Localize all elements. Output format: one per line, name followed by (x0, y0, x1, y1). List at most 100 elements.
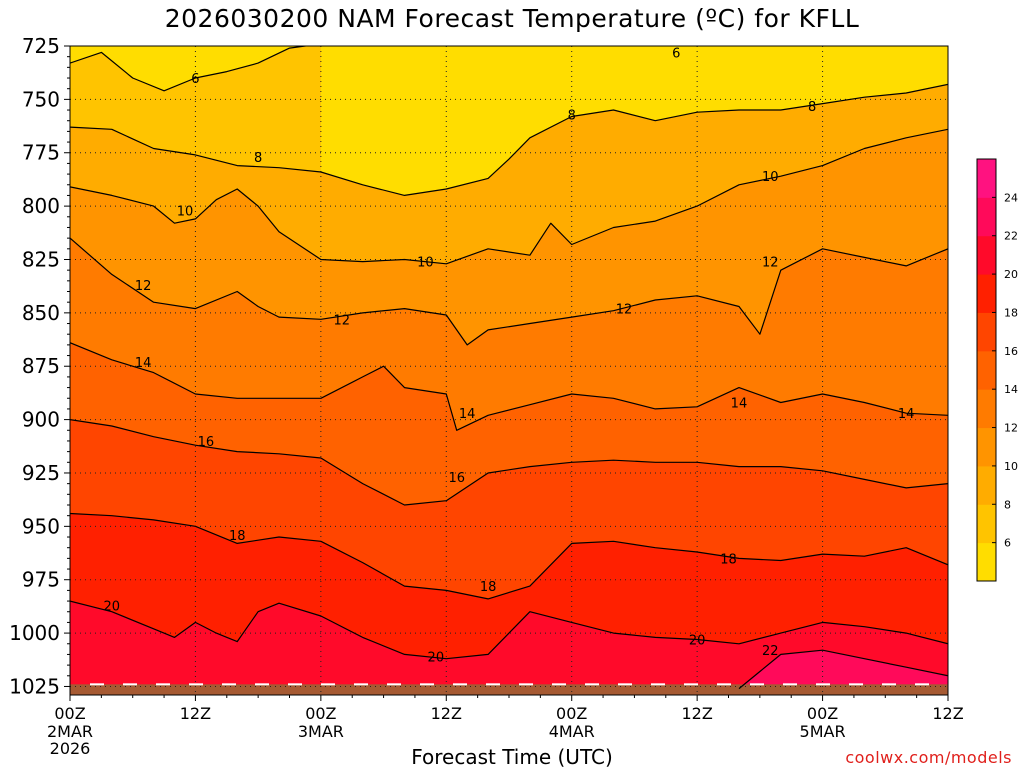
colorbar-label: 8 (1004, 498, 1011, 511)
isotherm-label: 22 (762, 644, 779, 659)
isotherm-label: 10 (177, 204, 194, 219)
ground-tick (321, 683, 335, 686)
ground-tick (123, 683, 137, 686)
y-tick-label: 800 (22, 194, 60, 218)
y-tick-label: 875 (22, 354, 60, 378)
colorbar-swatch (977, 159, 996, 198)
ground-tick (915, 683, 929, 686)
ground-tick (849, 683, 863, 686)
pressure-axis: 725 750 775 800 825 850 875 900 925 950 975 1000 102… (9, 34, 70, 698)
isotherm-label: 16 (198, 435, 215, 450)
isotherm-label: 16 (448, 471, 465, 486)
colorbar-frame (976, 158, 997, 582)
ground-tick (255, 683, 269, 686)
y-tick-label: 775 (22, 141, 60, 165)
isotherm-labels: 6 6 8 8 8 10 10 10 12 12 12 12 14 14 14 14 16 16 18 18 18 20 2… (104, 46, 915, 665)
colorbar-label: 10 (1004, 460, 1018, 473)
colorbar-swatch (977, 274, 996, 313)
colorbar-label: 22 (1004, 230, 1018, 243)
colorbar-swatch (977, 504, 996, 544)
x-tick-label: 00Z (807, 704, 838, 723)
chart-title: 2026030200 NAM Forecast Temperature (ºC)… (164, 4, 860, 33)
isotherm-14 (70, 342, 948, 431)
ground-tick (453, 683, 467, 686)
x-tick-label: 12Z (681, 704, 712, 723)
isotherm-label: 6 (672, 46, 680, 61)
ground-tick (420, 683, 434, 686)
colorbar-swatch (977, 465, 996, 505)
isotherm-label: 20 (104, 599, 121, 614)
x-tick-label: 00Z (54, 704, 85, 723)
ground-tick (750, 683, 764, 686)
isotherm-16 (70, 419, 948, 506)
colorbar-swatch (977, 350, 996, 390)
band-fill-20 (70, 601, 948, 695)
ground-tick (816, 683, 830, 686)
isotherm-8 (70, 83, 948, 196)
isotherm-label: 8 (808, 100, 816, 115)
isotherm-label: 14 (731, 397, 748, 412)
colorbar: 6 8 10 12 14 16 18 20 22 24 (976, 158, 1018, 582)
isotherm-label: 18 (720, 552, 737, 567)
isotherm-label: 14 (898, 407, 915, 422)
ground-tick (90, 683, 104, 686)
isotherm-10 (70, 128, 948, 265)
y-tick-label: 825 (22, 247, 60, 271)
y-tick-label: 1025 (9, 674, 60, 698)
colorbar-label: 24 (1004, 191, 1018, 204)
isotherm-label: 12 (333, 313, 350, 328)
x-tick-date: 5MAR (800, 722, 846, 741)
isotherm-lines (70, 46, 948, 690)
colorbar-label: 18 (1004, 306, 1018, 319)
colorbar-label: 6 (1004, 537, 1011, 550)
isotherm-18 (70, 512, 948, 600)
y-tick-label: 750 (22, 87, 60, 111)
colorbar-label: 16 (1004, 345, 1018, 358)
colorbar-swatch (977, 312, 996, 352)
x-tick-year: 2026 (50, 739, 91, 758)
x-tick-date: 3MAR (298, 722, 344, 741)
isotherm-label: 14 (135, 356, 152, 371)
y-tick-label: 975 (22, 568, 60, 592)
isotherm-label: 18 (229, 529, 246, 544)
colorbar-swatch (977, 235, 996, 275)
x-axis-label: Forecast Time (UTC) (411, 745, 613, 769)
isotherm-20 (70, 600, 948, 660)
isotherm-label: 8 (568, 108, 576, 123)
x-tick-label: 00Z (305, 704, 336, 723)
isotherm-label: 10 (762, 170, 779, 185)
x-tick-label: 12Z (180, 704, 211, 723)
isotherm-label: 20 (428, 651, 445, 666)
ground-tick (222, 683, 236, 686)
isotherm-label: 20 (689, 633, 706, 648)
colorbar-swatch (977, 197, 996, 237)
y-tick-label: 900 (22, 408, 60, 432)
x-tick-date: 2MAR (47, 722, 93, 741)
ground-tick (354, 683, 368, 686)
ground-tick (684, 683, 698, 686)
ground-fill (70, 684, 948, 695)
isotherm-12 (70, 237, 948, 346)
isotherm-6 (70, 46, 310, 92)
isotherm-label: 10 (417, 256, 434, 271)
ground-tick (189, 683, 203, 686)
ground-tick (882, 683, 896, 686)
ground-tick (585, 683, 599, 686)
ground-tick (783, 683, 797, 686)
ground-tick (651, 683, 665, 686)
isotherm-22 (738, 649, 948, 690)
y-tick-label: 1000 (9, 621, 60, 645)
ground-tick (387, 683, 401, 686)
x-tick-label: 00Z (556, 704, 587, 723)
ground-tick (717, 683, 731, 686)
ground-tick (486, 683, 500, 686)
x-tick-date: 4MAR (549, 722, 595, 741)
colorbar-label: 12 (1004, 422, 1018, 435)
colorbar-label: 14 (1004, 383, 1018, 396)
isotherm-label: 8 (254, 151, 262, 166)
temperature-band-fills (70, 46, 948, 695)
ground-tick (552, 683, 566, 686)
colorbar-swatch (977, 389, 996, 429)
colorbar-swatch (977, 427, 996, 467)
